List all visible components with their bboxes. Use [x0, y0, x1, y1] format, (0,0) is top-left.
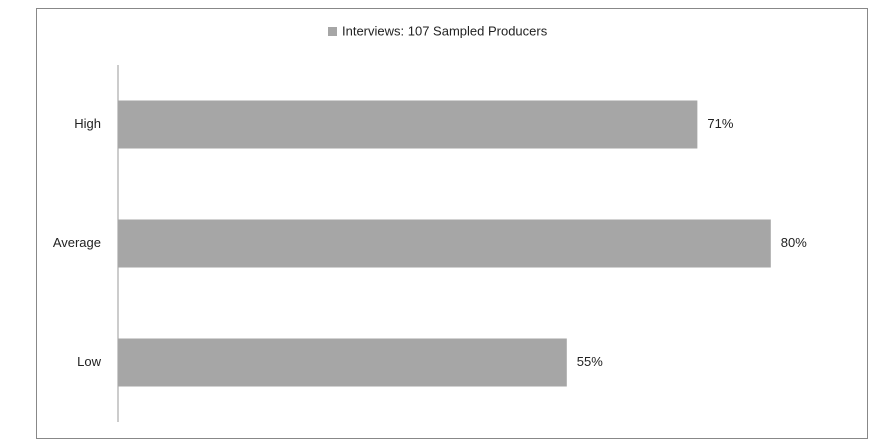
bar	[118, 338, 567, 387]
y-tick-label: High	[74, 116, 101, 131]
bar	[118, 100, 698, 149]
value-label: 71%	[707, 116, 733, 131]
y-tick-label: Average	[53, 235, 101, 250]
legend-label: Interviews: 107 Sampled Producers	[342, 23, 548, 38]
value-label: 80%	[781, 235, 807, 250]
y-tick-label: Low	[77, 354, 101, 369]
bar	[118, 219, 771, 268]
legend-swatch	[328, 27, 337, 36]
value-label: 55%	[577, 354, 603, 369]
